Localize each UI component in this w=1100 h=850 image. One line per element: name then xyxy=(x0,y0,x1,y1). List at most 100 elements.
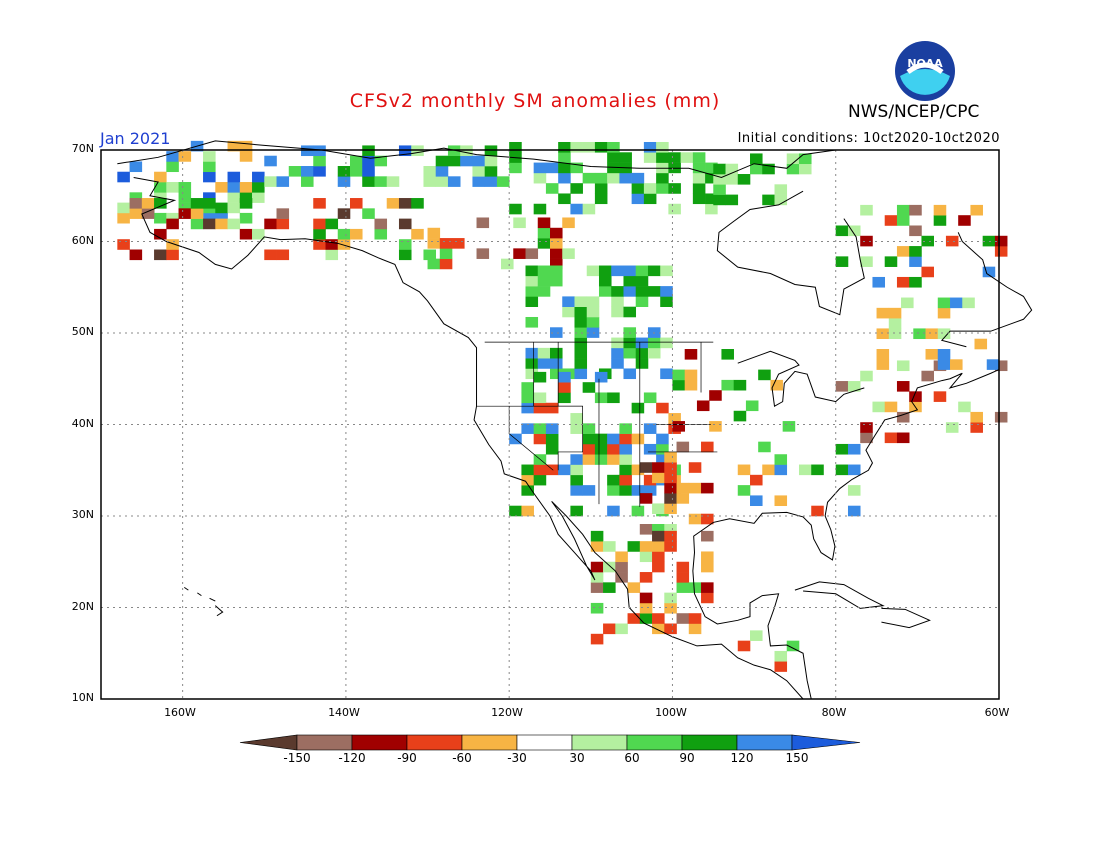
anomaly-cell xyxy=(635,265,649,277)
anomaly-cell xyxy=(958,401,971,413)
anomaly-cell xyxy=(631,505,645,517)
anomaly-cell xyxy=(562,217,575,229)
lon-label-60w: 60W xyxy=(984,706,1010,719)
anomaly-cell xyxy=(574,296,588,307)
anomaly-cell xyxy=(619,474,632,486)
anomaly-cell xyxy=(313,228,326,240)
anomaly-cell xyxy=(239,140,253,152)
anomaly-cell xyxy=(117,239,130,250)
anomaly-cell xyxy=(178,151,192,162)
anomaly-cell xyxy=(860,256,873,267)
anomaly-cell xyxy=(349,155,363,167)
anomaly-cell xyxy=(652,551,665,563)
anomaly-cell xyxy=(594,371,608,383)
anomaly-cell xyxy=(513,217,526,229)
anomaly-cell xyxy=(692,152,706,163)
anomaly-cells xyxy=(117,140,1008,672)
anomaly-cell xyxy=(974,338,988,350)
anomaly-cell xyxy=(525,275,539,287)
anomaly-cell xyxy=(664,530,677,542)
anomaly-cell xyxy=(141,208,155,219)
anomaly-cell xyxy=(215,212,228,224)
anomaly-cell xyxy=(427,258,441,270)
anomaly-cell xyxy=(472,155,485,167)
anomaly-cell xyxy=(750,495,763,507)
anomaly-cell xyxy=(203,218,216,230)
colorbar-label: 30 xyxy=(569,751,585,765)
anomaly-cell xyxy=(594,392,608,404)
anomaly-cell xyxy=(643,485,657,496)
anomaly-cell xyxy=(203,198,216,209)
anomaly-cell xyxy=(623,265,637,277)
anomaly-cell xyxy=(925,349,939,360)
anomaly-cell xyxy=(994,246,1008,257)
anomaly-cell xyxy=(896,246,910,257)
anomaly-cell xyxy=(154,228,167,240)
anomaly-cell xyxy=(521,505,534,517)
anomaly-cell xyxy=(725,163,739,175)
anomaly-cell xyxy=(603,582,616,593)
colorbar-label: -60 xyxy=(452,751,472,765)
anomaly-cell xyxy=(537,265,551,277)
anomaly-cell xyxy=(558,464,571,476)
anomaly-cell xyxy=(252,192,265,203)
state-border xyxy=(557,342,584,471)
anomaly-cell xyxy=(166,161,179,173)
anomaly-cell xyxy=(603,623,616,635)
anomaly-cell xyxy=(619,464,632,476)
anomaly-cell xyxy=(635,296,649,307)
anomaly-cell xyxy=(521,382,534,393)
anomaly-cell xyxy=(562,306,575,318)
anomaly-cell xyxy=(631,183,645,194)
anomaly-cell xyxy=(639,541,653,552)
anomaly-cell xyxy=(533,392,547,404)
anomaly-cell xyxy=(325,218,339,230)
anomaly-cell xyxy=(643,443,657,455)
anomaly-cell xyxy=(660,286,673,297)
lon-label-140w: 140W xyxy=(328,706,360,719)
anomaly-cell xyxy=(888,307,902,319)
anomaly-cell xyxy=(264,176,277,187)
anomaly-cell xyxy=(676,561,690,573)
anomaly-cell xyxy=(550,347,563,359)
anomaly-cell xyxy=(774,454,788,465)
lat-label-60: 60N xyxy=(71,234,94,247)
anomaly-cell xyxy=(141,198,155,209)
anomaly-cell xyxy=(533,402,547,414)
anomaly-cell xyxy=(631,402,645,414)
anomaly-cell xyxy=(558,172,571,184)
anomaly-cell xyxy=(594,193,608,205)
colorbar-label: 120 xyxy=(730,751,754,765)
anomaly-cell xyxy=(676,582,690,593)
anomaly-cell xyxy=(203,151,216,162)
anomaly-cell xyxy=(550,238,563,249)
anomaly-cell xyxy=(921,266,934,278)
anomaly-cell xyxy=(909,256,922,267)
colorbar-label: -30 xyxy=(507,751,527,765)
anomaly-cell xyxy=(582,433,596,445)
anomaly-cell xyxy=(619,433,632,445)
anomaly-cell xyxy=(533,423,547,434)
map-frame xyxy=(100,149,1000,700)
anomaly-cell xyxy=(550,248,563,259)
noaa-logo: NOAA xyxy=(895,41,955,101)
anomaly-cell xyxy=(533,474,547,486)
anomaly-cell xyxy=(239,198,253,209)
anomaly-cell xyxy=(962,297,975,309)
anomaly-cell xyxy=(750,153,763,165)
anomaly-cell xyxy=(615,623,628,635)
anomaly-cell xyxy=(688,513,702,525)
lat-label-40: 40N xyxy=(71,417,94,430)
anomaly-cell xyxy=(786,163,800,175)
anomaly-cell xyxy=(313,198,326,209)
anomaly-cell xyxy=(950,359,963,370)
anomaly-cell xyxy=(994,235,1008,247)
anomaly-cell xyxy=(664,602,677,614)
anomaly-cell xyxy=(574,316,588,328)
anomaly-cell xyxy=(701,513,714,525)
anomaly-cell xyxy=(782,421,796,432)
anomaly-cell xyxy=(586,296,600,307)
anomaly-cell xyxy=(725,174,739,185)
anomaly-cell xyxy=(639,524,653,535)
